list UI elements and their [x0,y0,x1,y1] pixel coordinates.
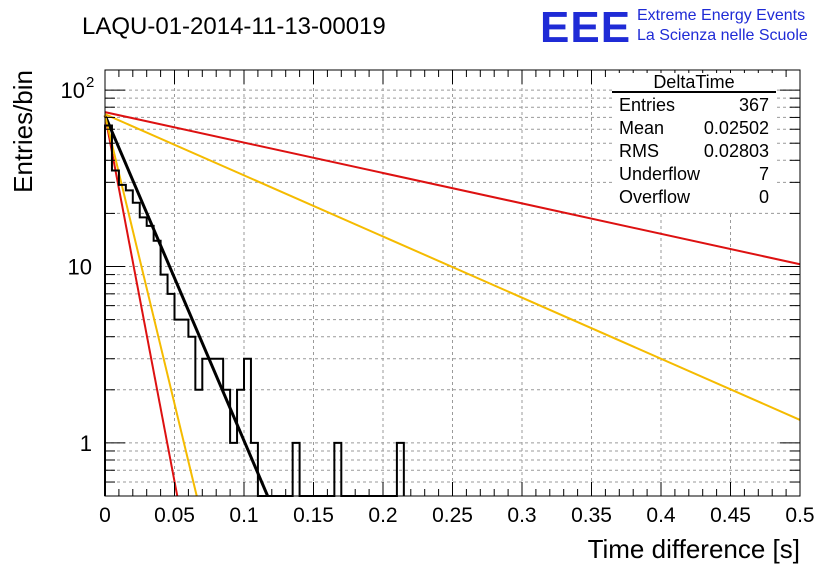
histogram-bin [251,443,258,496]
curves [103,111,801,497]
histogram [104,124,405,497]
x-tick-label: 0.25 [432,504,473,527]
histogram-bin [112,171,119,496]
x-tick-label: 0.15 [293,504,334,527]
confidence-band-line [104,115,198,497]
stats-box: DeltaTime Entries 367 Mean 0.02502 RMS 0.0280… [612,72,776,211]
exponential-fit-line [103,114,270,497]
eee-logo: EEE [540,3,631,52]
x-tick-label: 0.35 [571,504,612,527]
logo-line-1: Extreme Energy Events [637,7,805,24]
x-tick-label: 0.4 [646,504,676,527]
confidence-band-line [104,111,801,266]
histogram-bin [209,359,216,496]
histogram-bin [175,320,182,496]
stats-label: Entries [619,95,675,115]
histogram-bin [126,190,133,496]
stats-value: 0.02803 [704,141,769,161]
histogram-bin [293,443,300,496]
histogram-bin [147,226,154,496]
histogram-bin [154,241,161,496]
histogram-bin [397,443,404,496]
stats-value: 0.02502 [704,118,769,138]
x-tick-label: 0.2 [368,504,397,527]
stats-label: RMS [619,141,659,161]
x-tick-label: 0.3 [507,504,536,527]
histogram-bin [223,390,230,496]
histogram-bin [244,359,251,496]
y-tick-exponent: 2 [86,74,94,91]
x-tick-label: 0 [99,504,111,527]
x-tick-labels: 0 0.05 0.1 0.15 0.2 0.25 0.3 0.35 0.4 0.45 0.5 [99,504,814,527]
stats-label: Mean [619,118,664,138]
histogram-bin [119,185,126,496]
histogram-bin [181,320,188,496]
histogram-bin [168,294,175,496]
stats-label: Overflow [619,187,691,207]
x-tick-label: 0.5 [785,504,814,527]
stats-value: 367 [739,95,769,115]
stats-rows: Entries 367 Mean 0.02502 RMS 0.02803Underflow… [619,95,769,207]
x-tick-label: 0.45 [710,504,751,527]
confidence-band-line [104,115,179,497]
histogram-bin [188,337,195,496]
x-axis-label: Time difference [s] [588,534,800,564]
chart-title: LAQU-01-2014-11-13-00019 [82,13,386,40]
y-axis-label: Entries/bin [8,70,38,193]
stats-title: DeltaTime [653,72,734,92]
histogram-bin [237,390,244,496]
histogram-bin [195,390,202,496]
confidence-band-line [104,113,801,421]
stats-value: 7 [759,164,769,184]
histogram-bin [105,125,112,496]
y-tick-label: 1 [80,431,92,456]
histogram-bin [230,443,237,496]
stats-label: Underflow [619,164,701,184]
stats-value: 0 [759,187,769,207]
y-tick-label: 10 [61,78,85,103]
histogram-bin [140,217,147,496]
histogram-bin [334,443,341,496]
histogram-bin [133,203,140,496]
y-tick-label: 10 [68,254,92,279]
histogram-bin [202,359,209,496]
x-tick-label: 0.05 [154,504,195,527]
histogram-bin [161,275,168,496]
x-tick-label: 0.1 [229,504,258,527]
histogram-bin [216,359,223,496]
logo-line-2: La Scienza nelle Scuole [637,27,808,44]
stats-box-bg [612,73,776,211]
histogram-steps [104,124,405,497]
